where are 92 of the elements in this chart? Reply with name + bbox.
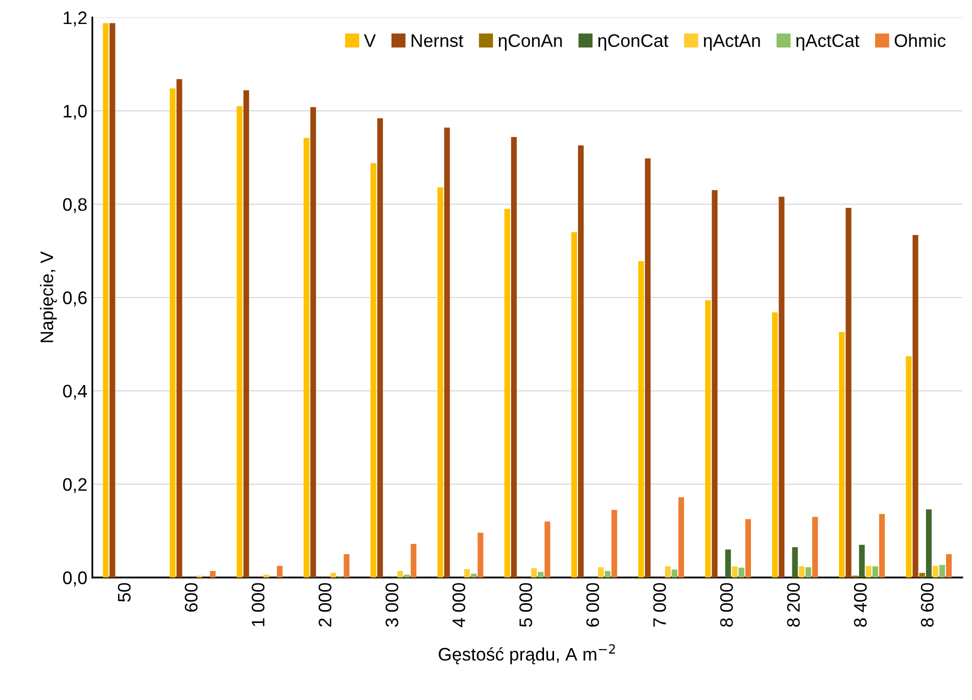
bar — [912, 234, 918, 578]
legend-label: ηConCat — [598, 34, 668, 51]
bar — [377, 118, 383, 578]
bar — [872, 566, 878, 578]
bar — [664, 566, 671, 578]
x-tick-label: 50 — [118, 583, 131, 602]
bar — [464, 569, 470, 578]
bar — [712, 190, 718, 578]
y-tick-label: 0,0 — [63, 571, 87, 586]
x-axis-title: Gęstość prądu, A m$^{−2}$ — [438, 644, 615, 664]
bar — [859, 544, 865, 578]
y-tick-label: 0,8 — [63, 198, 87, 214]
bar — [846, 208, 852, 578]
bar — [866, 566, 872, 578]
bar — [176, 79, 182, 578]
bar — [798, 566, 805, 578]
bar — [812, 516, 818, 578]
bar — [604, 570, 610, 578]
bar — [738, 568, 744, 578]
x-tick-label: 1 000 — [252, 583, 264, 626]
bar — [906, 356, 912, 578]
bar — [838, 332, 845, 578]
legend-label: ηActAn — [704, 34, 760, 51]
bar — [304, 138, 310, 578]
bar — [578, 145, 584, 578]
bar — [644, 158, 651, 578]
bar — [263, 574, 270, 578]
bar — [344, 554, 350, 578]
x-tick-label: 3 000 — [386, 583, 398, 627]
y-tick-label: 0,4 — [63, 384, 87, 400]
x-tick-label: 5 000 — [519, 583, 532, 627]
bar — [792, 547, 798, 578]
bar — [538, 572, 544, 578]
bar — [243, 90, 250, 578]
bar — [672, 570, 678, 578]
bar — [939, 564, 946, 578]
legend-label: ηActCat — [796, 34, 860, 51]
bar — [879, 514, 885, 578]
bar — [330, 572, 336, 578]
bar — [745, 519, 751, 578]
bar — [926, 509, 932, 578]
bar — [638, 261, 644, 578]
legend-label: Nernst — [412, 34, 464, 48]
y-tick-label: 1,2 — [64, 11, 87, 26]
bar — [778, 196, 784, 578]
x-tick-label: 8 400 — [854, 583, 867, 627]
x-tick-label: 4 000 — [452, 583, 466, 628]
bar — [504, 208, 510, 578]
bar — [170, 88, 176, 578]
bar — [705, 300, 711, 578]
x-tick-label: 8 200 — [787, 583, 800, 627]
bar — [110, 23, 116, 578]
bar — [470, 574, 477, 578]
bar — [806, 567, 812, 578]
bar — [236, 106, 242, 578]
x-tick-label: 600 — [184, 583, 198, 612]
legend-label: V — [364, 34, 376, 47]
x-tick-label: 8 000 — [720, 583, 733, 627]
bar — [276, 566, 283, 578]
y-tick-label: 0,6 — [63, 291, 87, 306]
bar — [444, 128, 450, 578]
bar — [404, 574, 410, 578]
bar — [732, 566, 738, 578]
bar — [437, 187, 444, 578]
y-tick-label: 1,0 — [64, 104, 87, 120]
y-axis-title: Napięcie, V — [40, 251, 57, 342]
bar — [611, 510, 618, 578]
bar — [370, 163, 376, 578]
bar — [919, 572, 925, 578]
bar — [946, 554, 952, 578]
bar — [397, 570, 404, 578]
bar — [772, 312, 778, 578]
bar — [678, 497, 684, 578]
x-tick-label: 7 000 — [653, 583, 666, 627]
bar — [725, 550, 731, 578]
legend-label: Ohmic — [894, 34, 946, 48]
bar — [531, 568, 537, 578]
bar — [102, 23, 109, 578]
bar — [932, 566, 938, 578]
y-tick-label: 0,2 — [63, 478, 87, 494]
bar — [571, 232, 577, 578]
x-tick-label: 8 600 — [920, 583, 934, 627]
legend-label: ηConAn — [498, 34, 562, 51]
bar — [410, 544, 416, 578]
bar — [598, 567, 604, 578]
x-tick-label: 2 000 — [318, 583, 332, 627]
bar — [544, 522, 550, 578]
bar — [210, 570, 216, 578]
x-tick-label: 6 000 — [586, 583, 600, 627]
bar — [478, 532, 484, 578]
bar — [511, 136, 517, 578]
bar — [310, 107, 316, 578]
